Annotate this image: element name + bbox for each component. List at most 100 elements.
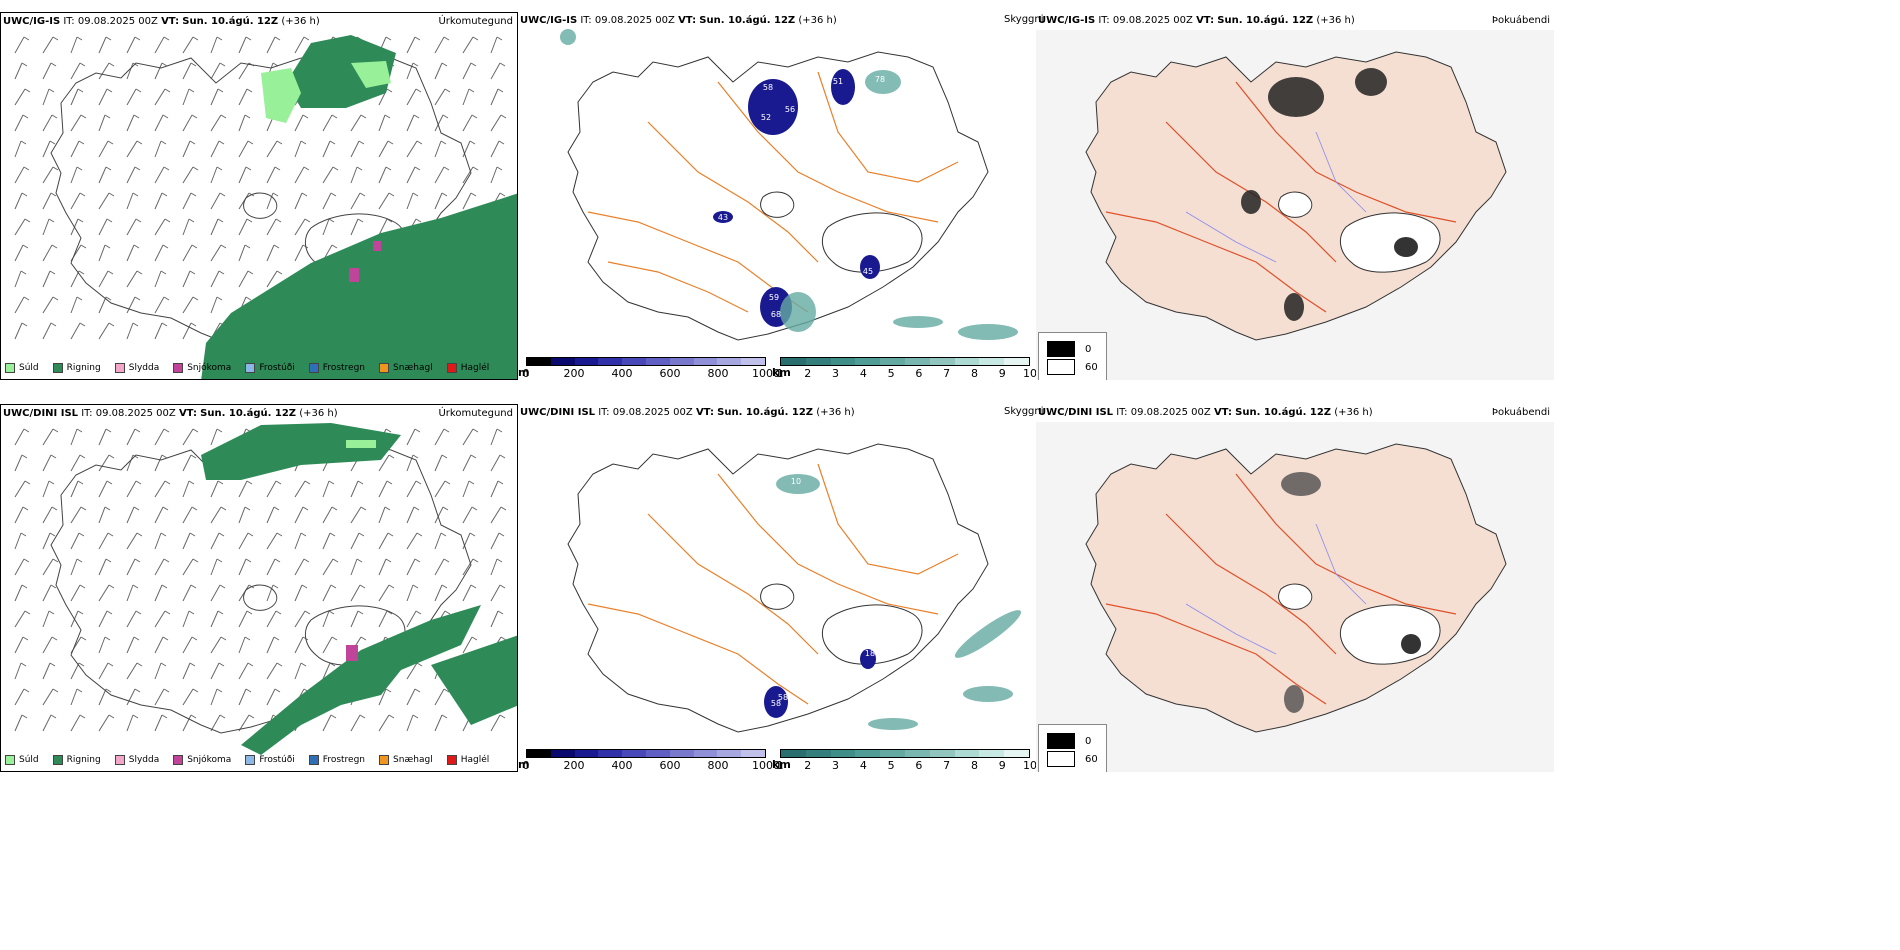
wind-barb: [70, 36, 78, 54]
wind-barb: [462, 36, 474, 54]
wind-barb: [126, 584, 134, 602]
wind-barb-flag: [304, 610, 311, 615]
wind-barb-flag: [50, 584, 57, 589]
wind-barb-flag: [468, 480, 475, 485]
wind-barb-flag: [163, 688, 170, 693]
wind-barb-flag: [23, 688, 30, 693]
wind-barb: [490, 610, 499, 628]
wind-barb: [350, 480, 359, 498]
wind-barb: [42, 270, 51, 288]
wind-barb: [462, 428, 474, 446]
wind-barb-flag: [303, 166, 310, 171]
wind-barb-flag: [107, 532, 114, 537]
wind-barb-flag: [386, 480, 393, 485]
wind-barb: [126, 558, 136, 576]
wind-barb-flag: [163, 428, 170, 433]
wind-barb: [182, 218, 190, 236]
wind-barb-flag: [51, 244, 58, 249]
wind-barb-flag: [133, 636, 140, 641]
wind-barb: [462, 584, 472, 602]
legend-label: Haglél: [460, 755, 490, 765]
wind-barb-flag: [331, 636, 338, 641]
wind-barb-flag: [78, 532, 85, 537]
legend-swatch: [245, 363, 256, 373]
wind-barb: [182, 506, 193, 524]
colorbar-segment: [929, 750, 955, 757]
colorbar-unit: km: [772, 758, 791, 771]
colorbar-segment: [979, 750, 1005, 757]
wind-barb-flag: [272, 584, 279, 589]
wind-barb-flag: [497, 610, 504, 615]
wind-barb-flag: [274, 36, 281, 41]
wind-barb: [266, 584, 274, 602]
wind-barb-flag: [412, 192, 419, 197]
wind-barb: [126, 322, 134, 340]
wind-barb: [154, 532, 162, 550]
wind-barb: [182, 140, 191, 158]
wind-barb: [126, 88, 137, 106]
fog-legend-swatch: [1047, 341, 1075, 357]
colorbar-strip: [780, 749, 1030, 758]
wind-barb-flag: [105, 296, 112, 301]
wind-barb: [98, 322, 110, 340]
wind-barb-flag: [108, 714, 115, 719]
wind-barb-flag: [304, 480, 311, 485]
wind-barb-flag: [78, 662, 85, 667]
colorbar-tick: 7: [943, 759, 951, 772]
wind-barb-flag: [441, 454, 448, 459]
wind-barb: [322, 558, 334, 576]
wind-barb: [126, 114, 135, 132]
wind-barb-flag: [412, 454, 419, 459]
wind-barb: [14, 218, 26, 236]
wind-barb: [434, 36, 445, 54]
wind-barb: [210, 218, 219, 236]
wind-barb: [182, 610, 190, 628]
wind-barb-flag: [22, 506, 29, 511]
colorbar-segment: [645, 750, 670, 757]
wind-barb: [434, 480, 446, 498]
wind-barb-flag: [188, 480, 195, 485]
wind-barb: [378, 192, 390, 210]
wind-barb: [154, 610, 166, 628]
fog-legend: 0 60: [1038, 332, 1107, 380]
wind-barb: [14, 480, 26, 498]
wind-barb: [14, 296, 25, 314]
wind-barb: [490, 166, 498, 184]
wind-barb-flag: [48, 218, 55, 223]
wind-barb: [126, 62, 134, 80]
wind-barb-flag: [80, 244, 87, 249]
wind-barb-flag: [52, 166, 59, 171]
wind-barb: [98, 218, 108, 236]
wind-barb-flag: [132, 714, 139, 719]
wind-barb-flag: [76, 688, 83, 693]
wind-barb: [266, 558, 276, 576]
wind-barb: [98, 270, 109, 288]
wind-barb: [406, 166, 416, 184]
wind-barb: [70, 714, 81, 732]
wind-barb: [70, 454, 81, 472]
wind-barb: [462, 140, 471, 158]
wind-barb: [70, 270, 80, 288]
wind-barb-flag: [470, 62, 477, 67]
wind-barb: [406, 62, 414, 80]
wind-barb: [154, 140, 162, 158]
wind-barb-flag: [105, 166, 112, 171]
cloud-base-label: 59: [769, 293, 779, 302]
wind-barb: [14, 584, 23, 602]
wind-barb: [154, 322, 163, 340]
wind-barb-flag: [496, 166, 503, 171]
wind-barb-flag: [443, 428, 450, 433]
wind-barb-flag: [440, 140, 447, 145]
legend-item: Snæhagl: [379, 363, 433, 373]
wind-barb-flag: [273, 636, 280, 641]
wind-barb-flag: [217, 610, 224, 615]
wind-barb-flag: [388, 714, 395, 719]
colorbar-segment: [805, 750, 831, 757]
colorbar-segment: [717, 358, 742, 365]
wind-barb-flag: [20, 140, 27, 145]
cloud-base-label: 45: [748, 313, 758, 322]
wind-barb-flag: [50, 454, 57, 459]
wind-barb: [70, 480, 79, 498]
wind-barb-flag: [216, 296, 223, 301]
wind-barb-flag: [219, 584, 226, 589]
